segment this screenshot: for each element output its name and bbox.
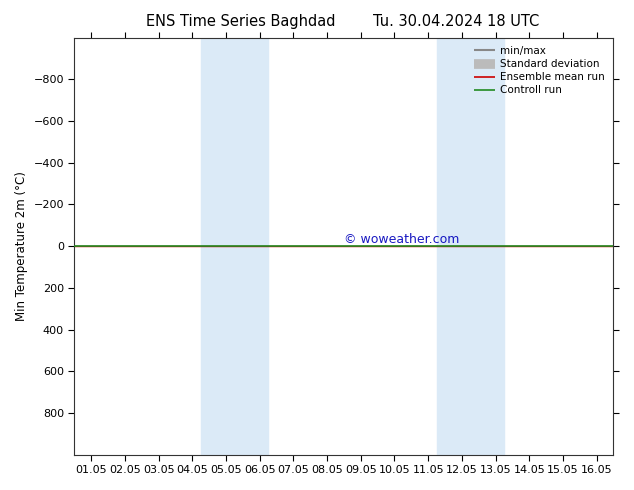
Text: ENS Time Series Baghdad: ENS Time Series Baghdad <box>146 14 335 29</box>
Legend: min/max, Standard deviation, Ensemble mean run, Controll run: min/max, Standard deviation, Ensemble me… <box>471 43 608 98</box>
Text: Tu. 30.04.2024 18 UTC: Tu. 30.04.2024 18 UTC <box>373 14 540 29</box>
Text: © woweather.com: © woweather.com <box>344 233 460 246</box>
Bar <box>201 38 268 455</box>
Bar <box>437 38 504 455</box>
Y-axis label: Min Temperature 2m (°C): Min Temperature 2m (°C) <box>15 171 28 321</box>
